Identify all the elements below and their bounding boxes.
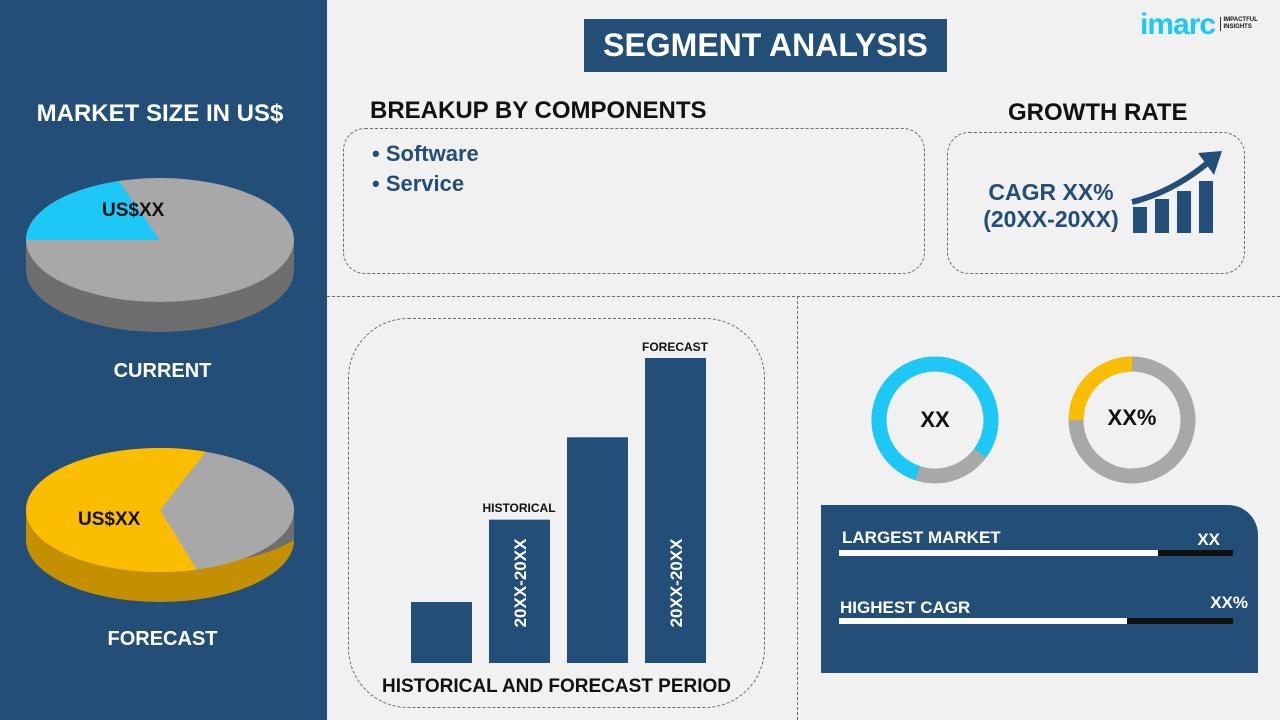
pie-slice-forecast [25,448,206,572]
growth-title: GROWTH RATE [1008,99,1188,126]
forecast-label: FORECAST [107,628,218,650]
growth-chart-icon [1131,151,1222,233]
stat-bar-fill [839,618,1127,624]
vertical-divider [797,296,798,720]
stat-value: XX [1197,530,1220,549]
logo-tagline: IMPACTFUL INSIGHTS [1219,17,1258,31]
cagr-text: CAGR XX% (20XX-20XX) [976,179,1126,233]
current-value: US$XX [102,200,165,221]
cagr-value: CAGR XX% [988,179,1114,205]
pie-slice-current [26,181,160,240]
donut-charts [871,356,1196,484]
period-bar-chart: HISTORICAL 20XX-20XX FORECAST 20XX-20XX [411,340,709,663]
logo-brand: imarc [1140,8,1216,41]
stat-label: LARGEST MARKET [842,528,1001,547]
historical-range: 20XX-20XX [511,538,530,627]
components-title: BREAKUP BY COMPONENTS [370,97,707,124]
forecast-range: 20XX-20XX [667,538,686,627]
stat-label: HIGHEST CAGR [840,598,971,617]
forecast-label: FORECAST [642,340,709,354]
component-item: • Service [372,171,465,196]
period-bar [645,358,706,663]
forecast-value: US$XX [78,509,141,530]
component-item-label: Software [385,141,479,166]
donut-value: XX% [1107,405,1157,430]
imarc-logo: imarc IMPACTFUL INSIGHTS [1140,8,1258,42]
market-size-title: MARKET SIZE IN US$ [36,100,284,127]
growth-box: CAGR XX% (20XX-20XX) [947,132,1245,274]
component-item-label: Service [385,171,465,196]
components-box: • Software • Service [343,128,925,274]
market-size-panel: MARKET SIZE IN US$ US$XX CURRENT US$XX F… [0,0,327,720]
donut-value: XX [920,407,950,432]
stat-bar [839,550,1233,556]
historical-label: HISTORICAL [482,501,555,515]
current-pie: US$XX [26,178,294,332]
period-chart-title: HISTORICAL AND FORECAST PERIOD [381,676,732,697]
stat-bar-fill [839,550,1159,556]
period-bar [411,602,472,663]
cagr-period: (20XX-20XX) [983,206,1119,232]
donut-fill [1068,356,1196,484]
stat-value: XX% [1210,593,1248,612]
stat-bar [839,618,1233,624]
current-label: CURRENT [113,360,212,382]
page-title: SEGMENT ANALYSIS [584,19,947,72]
period-bar [567,437,628,663]
stats-panel: LARGEST MARKET XX HIGHEST CAGR XX% [821,505,1258,673]
horizontal-divider [327,296,1280,297]
forecast-pie: US$XX [25,448,294,602]
period-bar [489,519,550,663]
component-item: • Software [372,141,479,166]
period-chart-box [348,318,765,708]
